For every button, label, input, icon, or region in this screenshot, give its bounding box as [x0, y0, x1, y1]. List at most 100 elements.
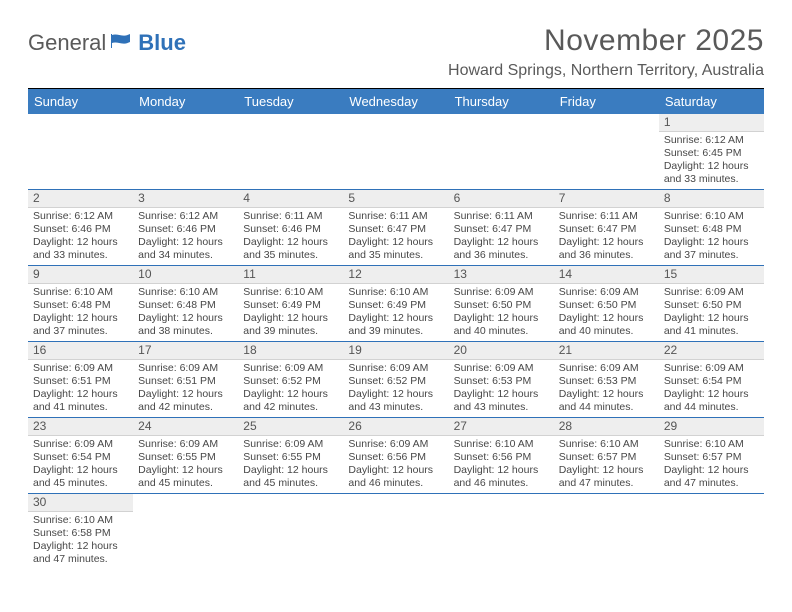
daylight-text: Daylight: 12 hours and 43 minutes. [454, 388, 549, 414]
calendar-cell: .. [554, 114, 659, 190]
calendar-cell: .. [449, 114, 554, 190]
day-details: Sunrise: 6:10 AMSunset: 6:49 PMDaylight:… [343, 284, 448, 341]
calendar-cell: 13Sunrise: 6:09 AMSunset: 6:50 PMDayligh… [449, 266, 554, 342]
daylight-text: Daylight: 12 hours and 37 minutes. [33, 312, 128, 338]
sunrise-text: Sunrise: 6:09 AM [664, 286, 759, 299]
daylight-text: Daylight: 12 hours and 39 minutes. [243, 312, 338, 338]
sunset-text: Sunset: 6:56 PM [454, 451, 549, 464]
sunset-text: Sunset: 6:48 PM [33, 299, 128, 312]
day-number: 19 [343, 342, 448, 360]
daylight-text: Daylight: 12 hours and 46 minutes. [454, 464, 549, 490]
day-details: Sunrise: 6:09 AMSunset: 6:55 PMDaylight:… [238, 436, 343, 493]
logo-text-general: General [28, 30, 106, 56]
sunset-text: Sunset: 6:53 PM [454, 375, 549, 388]
day-number: 2 [28, 190, 133, 208]
calendar-cell: 3Sunrise: 6:12 AMSunset: 6:46 PMDaylight… [133, 190, 238, 266]
calendar-cell: .. [343, 494, 448, 570]
calendar-cell: 25Sunrise: 6:09 AMSunset: 6:55 PMDayligh… [238, 418, 343, 494]
calendar-cell: 10Sunrise: 6:10 AMSunset: 6:48 PMDayligh… [133, 266, 238, 342]
sunset-text: Sunset: 6:47 PM [348, 223, 443, 236]
calendar-cell: 27Sunrise: 6:10 AMSunset: 6:56 PMDayligh… [449, 418, 554, 494]
day-number: 8 [659, 190, 764, 208]
calendar-row: 23Sunrise: 6:09 AMSunset: 6:54 PMDayligh… [28, 418, 764, 494]
day-number: 27 [449, 418, 554, 436]
sunset-text: Sunset: 6:49 PM [348, 299, 443, 312]
calendar-cell: 30Sunrise: 6:10 AMSunset: 6:58 PMDayligh… [28, 494, 133, 570]
weekday-header: Friday [554, 89, 659, 114]
day-details: Sunrise: 6:09 AMSunset: 6:50 PMDaylight:… [659, 284, 764, 341]
daylight-text: Daylight: 12 hours and 42 minutes. [243, 388, 338, 414]
day-details: Sunrise: 6:09 AMSunset: 6:54 PMDaylight:… [28, 436, 133, 493]
sunrise-text: Sunrise: 6:12 AM [664, 134, 759, 147]
sunset-text: Sunset: 6:51 PM [138, 375, 233, 388]
sunset-text: Sunset: 6:45 PM [664, 147, 759, 160]
day-details: Sunrise: 6:11 AMSunset: 6:47 PMDaylight:… [449, 208, 554, 265]
sunrise-text: Sunrise: 6:10 AM [243, 286, 338, 299]
day-details: Sunrise: 6:11 AMSunset: 6:46 PMDaylight:… [238, 208, 343, 265]
calendar-cell: .. [133, 494, 238, 570]
day-details: Sunrise: 6:10 AMSunset: 6:48 PMDaylight:… [133, 284, 238, 341]
calendar-cell: 23Sunrise: 6:09 AMSunset: 6:54 PMDayligh… [28, 418, 133, 494]
weekday-header: Monday [133, 89, 238, 114]
day-details: Sunrise: 6:09 AMSunset: 6:50 PMDaylight:… [449, 284, 554, 341]
sunset-text: Sunset: 6:53 PM [559, 375, 654, 388]
sunrise-text: Sunrise: 6:10 AM [559, 438, 654, 451]
sunset-text: Sunset: 6:47 PM [454, 223, 549, 236]
calendar-cell: 24Sunrise: 6:09 AMSunset: 6:55 PMDayligh… [133, 418, 238, 494]
day-number: 12 [343, 266, 448, 284]
day-number: 16 [28, 342, 133, 360]
calendar-row: 9Sunrise: 6:10 AMSunset: 6:48 PMDaylight… [28, 266, 764, 342]
day-number: 22 [659, 342, 764, 360]
daylight-text: Daylight: 12 hours and 40 minutes. [559, 312, 654, 338]
calendar-cell: .. [238, 114, 343, 190]
daylight-text: Daylight: 12 hours and 39 minutes. [348, 312, 443, 338]
calendar-cell: 16Sunrise: 6:09 AMSunset: 6:51 PMDayligh… [28, 342, 133, 418]
sunset-text: Sunset: 6:50 PM [559, 299, 654, 312]
sunset-text: Sunset: 6:56 PM [348, 451, 443, 464]
sunrise-text: Sunrise: 6:09 AM [559, 286, 654, 299]
weekday-header: Thursday [449, 89, 554, 114]
weekday-header: Tuesday [238, 89, 343, 114]
weekday-header: Saturday [659, 89, 764, 114]
day-number: 24 [133, 418, 238, 436]
daylight-text: Daylight: 12 hours and 35 minutes. [243, 236, 338, 262]
sunset-text: Sunset: 6:55 PM [138, 451, 233, 464]
calendar-cell: .. [343, 114, 448, 190]
daylight-text: Daylight: 12 hours and 45 minutes. [33, 464, 128, 490]
calendar-cell: 2Sunrise: 6:12 AMSunset: 6:46 PMDaylight… [28, 190, 133, 266]
day-details: Sunrise: 6:09 AMSunset: 6:54 PMDaylight:… [659, 360, 764, 417]
sunrise-text: Sunrise: 6:11 AM [348, 210, 443, 223]
daylight-text: Daylight: 12 hours and 35 minutes. [348, 236, 443, 262]
day-details: Sunrise: 6:12 AMSunset: 6:46 PMDaylight:… [28, 208, 133, 265]
sunrise-text: Sunrise: 6:11 AM [243, 210, 338, 223]
sunset-text: Sunset: 6:48 PM [664, 223, 759, 236]
sunrise-text: Sunrise: 6:12 AM [138, 210, 233, 223]
sunset-text: Sunset: 6:47 PM [559, 223, 654, 236]
calendar-row: ............1Sunrise: 6:12 AMSunset: 6:4… [28, 114, 764, 190]
daylight-text: Daylight: 12 hours and 37 minutes. [664, 236, 759, 262]
sunrise-text: Sunrise: 6:09 AM [454, 286, 549, 299]
calendar-cell: .. [554, 494, 659, 570]
sunset-text: Sunset: 6:50 PM [664, 299, 759, 312]
day-details: Sunrise: 6:10 AMSunset: 6:57 PMDaylight:… [659, 436, 764, 493]
day-details: Sunrise: 6:10 AMSunset: 6:49 PMDaylight:… [238, 284, 343, 341]
daylight-text: Daylight: 12 hours and 34 minutes. [138, 236, 233, 262]
sunset-text: Sunset: 6:54 PM [33, 451, 128, 464]
day-number: 14 [554, 266, 659, 284]
calendar-cell: .. [133, 114, 238, 190]
calendar-cell: 15Sunrise: 6:09 AMSunset: 6:50 PMDayligh… [659, 266, 764, 342]
sunrise-text: Sunrise: 6:10 AM [664, 438, 759, 451]
daylight-text: Daylight: 12 hours and 41 minutes. [33, 388, 128, 414]
day-number: 10 [133, 266, 238, 284]
day-number: 25 [238, 418, 343, 436]
day-number: 5 [343, 190, 448, 208]
location: Howard Springs, Northern Territory, Aust… [448, 62, 764, 80]
day-number: 3 [133, 190, 238, 208]
sunset-text: Sunset: 6:52 PM [243, 375, 338, 388]
logo: General Blue [28, 30, 186, 56]
calendar-cell: 19Sunrise: 6:09 AMSunset: 6:52 PMDayligh… [343, 342, 448, 418]
sunrise-text: Sunrise: 6:09 AM [559, 362, 654, 375]
calendar-cell: 9Sunrise: 6:10 AMSunset: 6:48 PMDaylight… [28, 266, 133, 342]
sunrise-text: Sunrise: 6:11 AM [454, 210, 549, 223]
daylight-text: Daylight: 12 hours and 33 minutes. [664, 160, 759, 186]
